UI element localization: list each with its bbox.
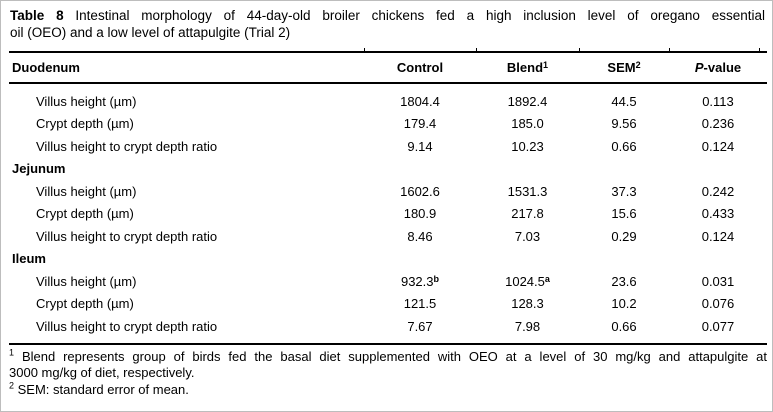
row-label: Villus height to crypt depth ratio	[36, 228, 218, 244]
blend-value: 10.23	[511, 138, 544, 154]
footnote-marker-2: 2	[635, 60, 641, 70]
control-value: 9.14	[407, 138, 433, 154]
table-row: Villus height (µm) 1602.6 1531.3 37.3 0.…	[9, 180, 767, 203]
col-header-sem: SEM2	[579, 60, 669, 75]
p-value: 0.433	[701, 206, 735, 222]
footnote-1-line-2: 3000 mg/kg of diet, respectively.	[9, 365, 195, 380]
caption-line-2: oil (OEO) and a low level of attapulgite…	[10, 25, 291, 40]
blend-value: 1531.3	[507, 183, 548, 199]
header-row: Duodenum Control Blend1 SEM2 P-value	[9, 53, 767, 82]
p-value: 0.077	[701, 318, 735, 334]
sem-value: 0.66	[611, 318, 637, 334]
col-header-control: Control	[396, 60, 444, 75]
control-value: 180.9	[403, 206, 437, 222]
p-rest: -value	[703, 60, 742, 75]
control-value: 121.5	[403, 296, 437, 312]
section-header-jejunum: Jejunum	[9, 158, 767, 181]
row-label: Villus height (µm)	[36, 273, 137, 289]
table-caption: Table 8 Intestinal morphology of 44-day-…	[1, 1, 772, 41]
table-row: Crypt depth (µm) 121.5 128.3 10.2 0.076	[9, 293, 767, 316]
footnote-2-marker: 2	[9, 380, 15, 391]
col-header-blend: Blend1	[476, 60, 579, 75]
col-header-p-value: P-value	[669, 60, 767, 75]
bottom-rule	[9, 342, 767, 345]
p-value: 0.031	[701, 273, 735, 289]
table-row: Villus height to crypt depth ratio 7.67 …	[9, 315, 767, 338]
control-value: 179.4	[403, 116, 437, 132]
table-row: Villus height to crypt depth ratio 8.46 …	[9, 225, 767, 248]
sem-value: 0.66	[611, 138, 637, 154]
column-boundary-tick	[669, 48, 670, 51]
sem-value: 10.2	[611, 296, 637, 312]
blend-value: 1024.5a	[476, 274, 579, 289]
sem-value: 0.29	[611, 228, 637, 244]
table-row: Crypt depth (µm) 180.9 217.8 15.6 0.433	[9, 203, 767, 226]
data-table: Duodenum Control Blend1 SEM2 P-value Vil…	[9, 48, 767, 345]
footnote-2: 2 SEM: standard error of mean.	[9, 380, 767, 399]
sem-value: 37.3	[611, 183, 637, 199]
row-label: Crypt depth (µm)	[36, 116, 134, 132]
control-value: 932.3b	[364, 274, 476, 289]
footnotes: 1 Blend represents group of birds fed th…	[9, 347, 767, 399]
control-value: 8.46	[407, 228, 433, 244]
column-boundary-tick	[476, 48, 477, 51]
blend-value: 7.03	[514, 228, 541, 244]
caption-line-1: Table 8 Intestinal morphology of 44-day-…	[10, 7, 765, 24]
p-italic: P	[694, 60, 704, 75]
row-label: Villus height to crypt depth ratio	[36, 138, 218, 154]
control-value: 1804.4	[400, 93, 440, 109]
column-boundary-tick	[759, 48, 760, 51]
sem-value: 9.56	[611, 116, 637, 132]
footnote-2-text: SEM: standard error of mean.	[17, 381, 189, 397]
control-value: 1602.6	[400, 183, 440, 199]
table-row: Crypt depth (µm) 179.4 185.0 9.56 0.236	[9, 113, 767, 136]
control-value: 7.67	[407, 318, 433, 334]
top-rule	[9, 48, 767, 53]
sem-value: 44.5	[611, 93, 637, 109]
blend-value: 1892.4	[507, 93, 548, 109]
blend-value: 185.0	[511, 116, 544, 132]
table-row: Villus height (µm) 1804.4 1892.4 44.5 0.…	[9, 90, 767, 113]
section-header-duodenum: Duodenum	[12, 60, 80, 75]
p-value: 0.124	[701, 138, 735, 154]
footnote-1-marker: 1	[9, 347, 15, 358]
p-value: 0.113	[702, 93, 734, 109]
value: 932.3	[400, 273, 434, 289]
row-label: Crypt depth (µm)	[36, 206, 134, 222]
header-rule	[9, 82, 767, 84]
significance-superscript: b	[433, 273, 440, 284]
p-value: 0.076	[701, 296, 735, 312]
section-label: Ileum	[12, 251, 46, 267]
table-row: Villus height to crypt depth ratio 9.14 …	[9, 135, 767, 158]
row-label: Crypt depth (µm)	[36, 296, 134, 312]
row-label: Villus height (µm)	[36, 93, 137, 109]
p-value: 0.236	[701, 116, 735, 132]
sem-label: SEM	[607, 60, 636, 75]
sem-value: 15.6	[611, 206, 637, 222]
sem-value: 23.6	[611, 273, 637, 289]
footnote-1-line-1: 1 Blend represents group of birds fed th…	[9, 347, 767, 366]
footnote-marker-1: 1	[543, 60, 549, 70]
p-value: 0.124	[701, 228, 735, 244]
value: 1024.5	[505, 273, 545, 289]
section-label: Jejunum	[12, 161, 66, 177]
section-header-ileum: Ileum	[9, 248, 767, 271]
blend-value: 128.3	[511, 296, 544, 312]
caption-text: Intestinal morphology of 44-day-old broi…	[75, 8, 765, 23]
blend-value: 217.8	[511, 206, 544, 222]
table-number: Table 8	[10, 8, 64, 23]
row-label: Villus height (µm)	[36, 183, 137, 199]
row-label: Villus height to crypt depth ratio	[36, 318, 218, 334]
table-row: Villus height (µm) 932.3b 1024.5a 23.6 0…	[9, 270, 767, 293]
blend-label: Blend	[506, 60, 544, 75]
footnote-1-text: Blend represents group of birds fed the …	[21, 348, 767, 364]
column-boundary-tick	[579, 48, 580, 51]
significance-superscript: a	[544, 273, 550, 284]
column-boundary-tick	[364, 48, 365, 51]
p-value: 0.242	[701, 183, 735, 199]
blend-value: 7.98	[514, 318, 541, 334]
